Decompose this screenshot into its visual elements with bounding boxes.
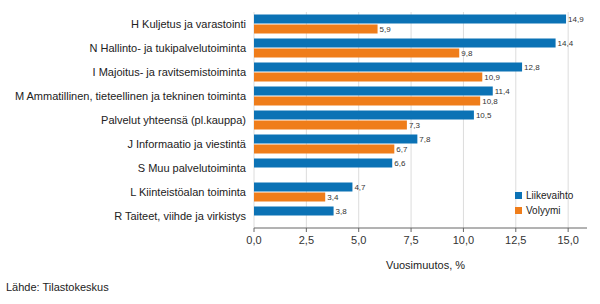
tick-label: 7,5 <box>403 234 418 246</box>
bar <box>254 73 482 82</box>
data-label: 3,8 <box>336 207 348 216</box>
category-label: R Taiteet, viihde ja virkistys <box>114 210 246 222</box>
bar <box>254 15 566 24</box>
bar <box>254 135 417 144</box>
chart: 0,0 2,5 5,0 7,5 10,0 12,5 15,0 14,9 14,4 12,8 11,4… <box>0 0 600 304</box>
data-label: 6,6 <box>394 159 406 168</box>
data-label: 7,3 <box>409 121 421 130</box>
bar <box>254 183 352 192</box>
data-label: 14,9 <box>568 15 584 24</box>
legend: Liikevaihto Volyymi <box>515 190 574 216</box>
legend-swatch <box>515 207 522 214</box>
category-label: N Hallinto- ja tukipalvelutoiminta <box>89 42 246 54</box>
bar <box>254 193 325 202</box>
category-label: Palvelut yhteensä (pl.kauppa) <box>101 114 246 126</box>
bar <box>254 207 334 216</box>
tick-label: 2,5 <box>299 234 314 246</box>
bar <box>254 159 392 168</box>
grid <box>254 12 568 228</box>
data-label: 10,5 <box>476 111 492 120</box>
data-label: 12,8 <box>524 63 540 72</box>
tick-label: 12,5 <box>505 234 526 246</box>
data-label: 10,9 <box>484 73 500 82</box>
category-label: L Kiinteistöalan toiminta <box>130 186 247 198</box>
legend-label: Volyymi <box>526 205 560 216</box>
data-label: 10,8 <box>482 97 498 106</box>
tick-mark <box>306 228 307 232</box>
bar <box>254 97 480 106</box>
tick-mark <box>463 228 464 232</box>
bar <box>254 39 556 48</box>
tick-mark <box>568 228 569 232</box>
tick-label: 10,0 <box>453 234 474 246</box>
tick-label: 15,0 <box>557 234 578 246</box>
data-label: 14,4 <box>558 39 574 48</box>
data-label: 7,8 <box>419 135 431 144</box>
bars <box>254 15 566 216</box>
tick-mark <box>254 228 255 232</box>
category-label: H Kuljetus ja varastointi <box>131 18 246 30</box>
category-label: S Muu palvelutoiminta <box>138 162 247 174</box>
category-label: I Majoitus- ja ravitsemistoiminta <box>93 66 247 78</box>
data-label: 4,7 <box>354 183 366 192</box>
bar <box>254 49 459 58</box>
tick-label: 0,0 <box>246 234 261 246</box>
tick-mark <box>358 228 359 232</box>
x-axis-line <box>254 228 587 229</box>
bar <box>254 111 474 120</box>
legend-label: Liikevaihto <box>526 190 574 201</box>
legend-swatch <box>515 192 522 199</box>
data-label: 11,4 <box>495 87 511 96</box>
tick-mark <box>515 228 516 232</box>
bar <box>254 25 378 34</box>
data-label: 6,7 <box>396 145 408 154</box>
bar <box>254 145 394 154</box>
bar <box>254 121 407 130</box>
bar <box>254 87 493 96</box>
axis-label: Vuosimuutos, % <box>386 259 465 271</box>
tick-mark <box>411 228 412 232</box>
data-label: 3,4 <box>327 193 339 202</box>
data-label: 5,9 <box>380 25 392 34</box>
source: Lähde: Tilastokeskus <box>6 281 109 293</box>
tick-label: 5,0 <box>351 234 366 246</box>
category-label: M Ammatillinen, tieteellinen ja tekninen… <box>15 90 247 102</box>
category-label: J Informaatio ja viestintä <box>127 138 246 150</box>
bar <box>254 63 522 72</box>
data-labels: 14,9 14,4 12,8 11,4 10,5 7,8 6,6 4,7 3,8 5,9 9,8 10… <box>327 15 584 216</box>
data-label: 9,8 <box>461 49 473 58</box>
